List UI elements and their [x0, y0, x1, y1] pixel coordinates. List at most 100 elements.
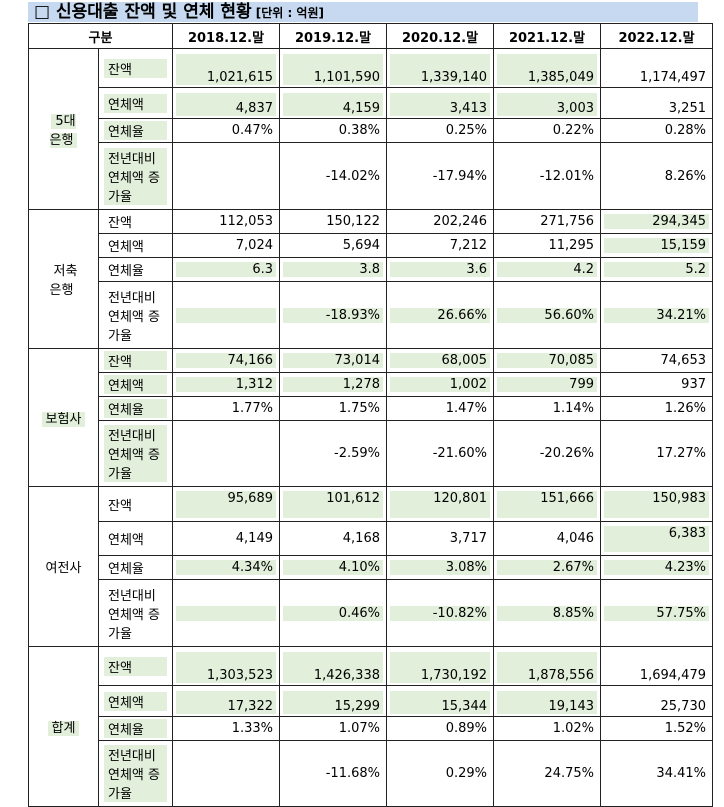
value-cell: 1.26%: [600, 396, 713, 421]
row-label: 연체율: [108, 264, 144, 279]
value: 202,246: [433, 214, 487, 229]
value: 73,014: [283, 353, 383, 368]
data-row: 전년대비 연체액 증가율 -14.02% -17.94% -12.01% 8.26%: [29, 142, 713, 210]
data-row: 연체액 1,312 1,278 1,002 799 937: [29, 372, 713, 397]
value: 34.21%: [604, 307, 709, 323]
value-cell: 95,689: [172, 486, 280, 522]
value-cell: [172, 420, 280, 487]
value-cell: 5.2: [600, 257, 713, 282]
data-row: 5대 은행 잔액 1,021,615 1,101,590 1,339,140 1,385,…: [28, 48, 713, 210]
value: 3.8: [283, 262, 383, 277]
value-cell: 3.6: [386, 257, 494, 282]
value: 1.75%: [338, 401, 380, 416]
value-cell: 1,303,523: [172, 646, 280, 686]
value: 271,756: [540, 214, 594, 229]
value-cell: 4,149: [172, 521, 280, 556]
value-cell: -20.26%: [493, 420, 601, 487]
value: 0.89%: [445, 721, 487, 736]
value: 25,730: [660, 699, 707, 714]
value: 4,837: [176, 93, 276, 116]
group-name: 합계: [47, 721, 80, 736]
value-cell: 17,322: [172, 685, 280, 717]
value: 4,168: [342, 531, 380, 546]
row-label-cell: 전년대비 연체액 증가율: [98, 420, 173, 487]
value: 937: [681, 377, 706, 392]
row-label-cell: 연체액: [98, 233, 173, 258]
group-cell: 합계: [28, 646, 99, 807]
value: 1.47%: [445, 401, 487, 416]
value: 1.33%: [231, 721, 273, 736]
value-cell: 1,385,049: [493, 48, 601, 88]
row-label-cell: 전년대비 연체액 증가율: [98, 281, 173, 349]
value: 1,385,049: [497, 54, 597, 85]
value: 1,278: [283, 377, 383, 392]
value: 5.2: [604, 262, 709, 277]
value-cell: 151,666: [493, 486, 601, 522]
value-cell: 25,730: [600, 685, 713, 717]
row-label: 잔액: [108, 498, 132, 514]
value: 0.47%: [231, 123, 273, 138]
value-cell: 4.2: [493, 257, 601, 282]
value: 3.08%: [390, 560, 490, 575]
value-cell: 19,143: [493, 685, 601, 717]
value: 8.85%: [497, 605, 597, 621]
row-label-cell: 연체율: [98, 257, 173, 282]
value: 34.41%: [656, 766, 706, 781]
row-label: 연체액: [108, 533, 144, 548]
value: 4.2: [497, 262, 597, 277]
value-cell: 7,024: [172, 233, 280, 258]
value-cell: 0.47%: [172, 118, 280, 143]
group-name: 여전사: [45, 561, 82, 576]
value: 57.75%: [604, 605, 709, 621]
value: 15,344: [390, 691, 490, 714]
value: 4,149: [235, 531, 273, 546]
data-row: 보험사 잔액 74,166 73,014 68,005 70,085 74,653: [28, 348, 713, 487]
value-cell: 0.22%: [493, 118, 601, 143]
value-cell: 1,878,556: [493, 646, 601, 686]
value: -21.60%: [432, 446, 487, 461]
data-row: 전년대비 연체액 증가율 -2.59% -21.60% -20.26% 17.27%: [29, 420, 713, 487]
row-label-cell: 연체율: [98, 118, 173, 143]
value-cell: 70,085: [493, 348, 601, 373]
value-cell: 3.8: [279, 257, 387, 282]
value: 1.52%: [664, 721, 706, 736]
value: 1,174,497: [639, 70, 706, 85]
title-bar: □ 신용대출 잔액 및 연체 현황 [단위 : 억원]: [28, 2, 698, 22]
value: 1,694,479: [639, 668, 706, 683]
row-label: 연체율: [108, 562, 144, 577]
value: 0.25%: [445, 123, 487, 138]
value-cell: [172, 142, 280, 210]
value-cell: 4,046: [493, 521, 601, 556]
value-cell: 1,021,615: [172, 48, 280, 88]
value-cell: 1,426,338: [279, 646, 387, 686]
value-cell: 74,166: [172, 348, 280, 373]
value-cell: 150,122: [279, 209, 387, 234]
value: 294,345: [604, 214, 709, 229]
value-cell: [172, 281, 280, 349]
value: -20.26%: [539, 446, 594, 461]
value: 95,689: [176, 490, 276, 518]
row-label-cell: 전년대비 연체액 증가율: [98, 579, 173, 647]
value: 1.02%: [552, 721, 594, 736]
value-cell: 1,694,479: [600, 646, 713, 686]
value-cell: 1,101,590: [279, 48, 387, 88]
value: 1,002: [390, 377, 490, 392]
value-cell: 3.08%: [386, 555, 494, 580]
value: 1.14%: [552, 401, 594, 416]
value-cell: 1.77%: [172, 396, 280, 421]
unit: [단위 : 억원]: [255, 6, 324, 20]
value-cell: 4.10%: [279, 555, 387, 580]
value-cell: 5,694: [279, 233, 387, 258]
value-cell: 24.75%: [493, 740, 601, 807]
value: 3.6: [390, 262, 490, 277]
value: 1,878,556: [497, 652, 597, 683]
value-cell: 15,344: [386, 685, 494, 717]
data-row: 연체액 17,322 15,299 15,344 19,143 25,730: [29, 685, 713, 717]
value: 74,653: [660, 353, 707, 368]
group-cell: 5대 은행: [28, 48, 99, 210]
data-row: 전년대비 연체액 증가율 -18.93% 26.66% 56.60% 34.21%: [29, 281, 713, 349]
value: 0.29%: [445, 766, 487, 781]
value-cell: 1,312: [172, 372, 280, 397]
row-label-cell: 잔액: [98, 348, 173, 373]
value: -2.59%: [334, 446, 380, 461]
